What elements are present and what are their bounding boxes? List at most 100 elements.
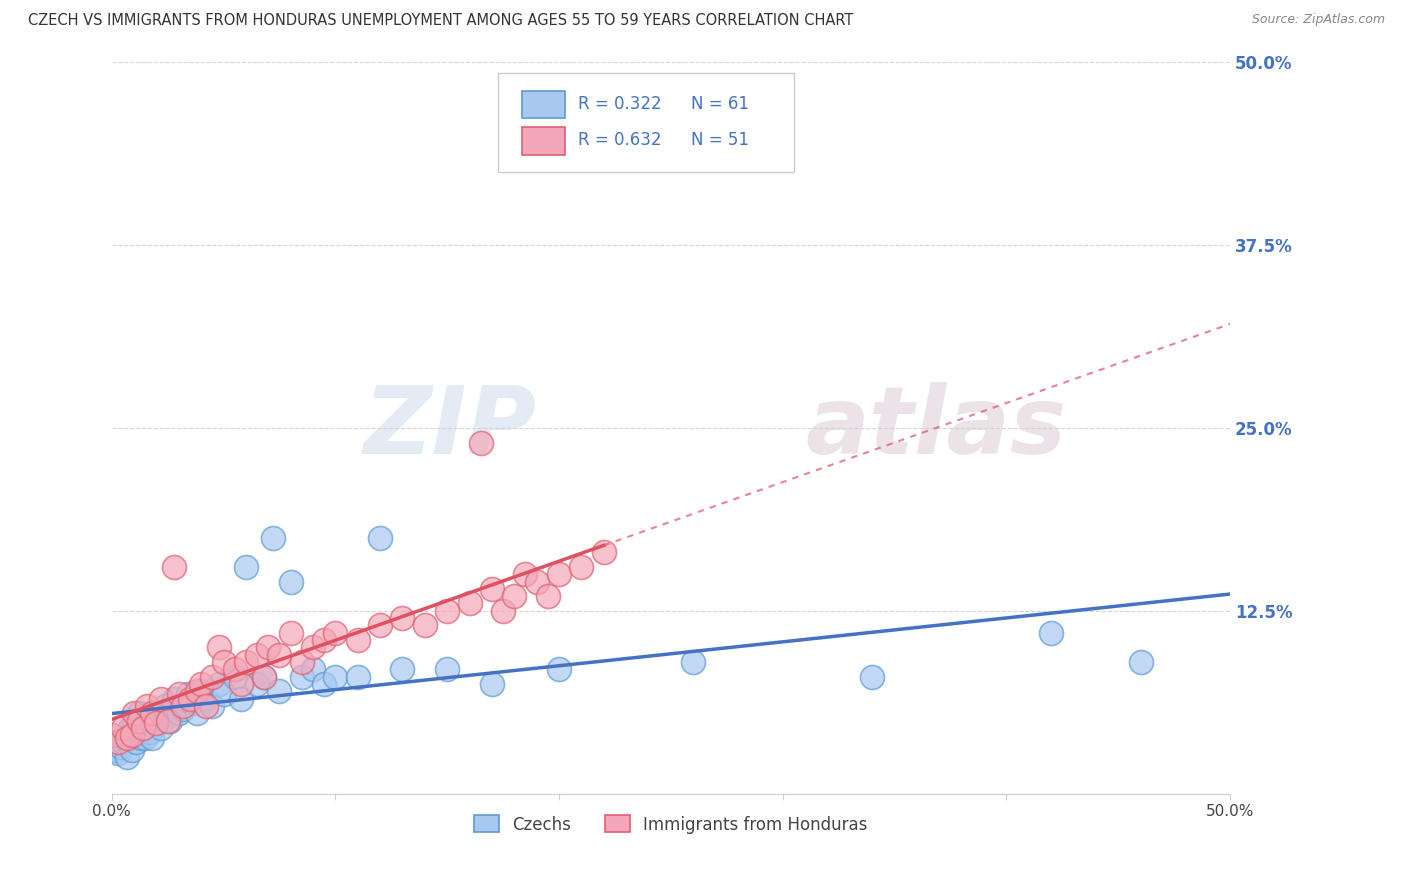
Point bbox=[537, 589, 560, 603]
Point bbox=[208, 677, 231, 691]
Point bbox=[391, 611, 413, 625]
Point bbox=[458, 597, 481, 611]
Point bbox=[141, 706, 163, 721]
Point bbox=[159, 714, 181, 728]
Point bbox=[194, 698, 217, 713]
Point bbox=[122, 714, 145, 728]
Point bbox=[100, 728, 122, 742]
Point bbox=[246, 648, 269, 662]
Point bbox=[128, 706, 150, 721]
Point bbox=[136, 721, 159, 735]
Point bbox=[253, 670, 276, 684]
Point bbox=[118, 721, 141, 735]
Point bbox=[105, 743, 128, 757]
Point bbox=[526, 574, 548, 589]
Point bbox=[235, 655, 257, 669]
Text: N = 61: N = 61 bbox=[690, 95, 749, 112]
Point bbox=[186, 706, 208, 721]
Point bbox=[269, 648, 291, 662]
Point bbox=[481, 677, 503, 691]
Point bbox=[145, 716, 167, 731]
Point bbox=[177, 687, 200, 701]
Point bbox=[141, 731, 163, 745]
Point bbox=[291, 655, 314, 669]
Point bbox=[208, 640, 231, 655]
Point bbox=[111, 721, 134, 735]
Point bbox=[125, 735, 148, 749]
Point bbox=[291, 670, 314, 684]
Text: R = 0.322: R = 0.322 bbox=[578, 95, 662, 112]
Point bbox=[172, 702, 194, 716]
Point bbox=[201, 698, 224, 713]
Point bbox=[167, 687, 190, 701]
Point bbox=[391, 662, 413, 676]
Point bbox=[253, 670, 276, 684]
Point bbox=[132, 721, 155, 735]
Point bbox=[503, 589, 526, 603]
Point bbox=[111, 735, 134, 749]
Point bbox=[179, 691, 201, 706]
Point bbox=[100, 743, 122, 757]
Point bbox=[128, 714, 150, 728]
Point bbox=[107, 746, 129, 760]
Point bbox=[121, 728, 143, 742]
Point bbox=[163, 691, 186, 706]
Text: CZECH VS IMMIGRANTS FROM HONDURAS UNEMPLOYMENT AMONG AGES 55 TO 59 YEARS CORRELA: CZECH VS IMMIGRANTS FROM HONDURAS UNEMPL… bbox=[28, 13, 853, 29]
FancyBboxPatch shape bbox=[522, 128, 565, 155]
Point bbox=[138, 725, 160, 739]
Point bbox=[128, 725, 150, 739]
FancyBboxPatch shape bbox=[522, 91, 565, 119]
Point bbox=[149, 691, 172, 706]
Point bbox=[302, 662, 325, 676]
Point bbox=[269, 684, 291, 698]
Point bbox=[368, 618, 391, 632]
Text: N = 51: N = 51 bbox=[690, 131, 749, 150]
Text: atlas: atlas bbox=[806, 382, 1066, 474]
Point bbox=[314, 633, 336, 648]
Point bbox=[107, 735, 129, 749]
Point bbox=[117, 750, 139, 764]
Point bbox=[325, 670, 347, 684]
Point bbox=[149, 721, 172, 735]
Point bbox=[224, 662, 246, 676]
Text: Source: ZipAtlas.com: Source: ZipAtlas.com bbox=[1251, 13, 1385, 27]
Point bbox=[117, 731, 139, 745]
Point bbox=[481, 582, 503, 596]
Point bbox=[1040, 625, 1063, 640]
FancyBboxPatch shape bbox=[498, 73, 794, 172]
Point bbox=[143, 710, 166, 724]
Point bbox=[302, 640, 325, 655]
Point bbox=[155, 698, 177, 713]
Text: ZIP: ZIP bbox=[364, 382, 537, 474]
Point bbox=[515, 567, 537, 582]
Point bbox=[235, 560, 257, 574]
Point bbox=[145, 716, 167, 731]
Point bbox=[436, 662, 458, 676]
Point bbox=[110, 739, 132, 754]
Text: R = 0.632: R = 0.632 bbox=[578, 131, 661, 150]
Point bbox=[114, 731, 136, 745]
Point bbox=[212, 687, 235, 701]
Point bbox=[325, 625, 347, 640]
Point bbox=[280, 574, 302, 589]
Point bbox=[186, 684, 208, 698]
Point bbox=[860, 670, 883, 684]
Point bbox=[160, 698, 183, 713]
Point bbox=[212, 655, 235, 669]
Point bbox=[129, 731, 152, 745]
Point bbox=[148, 706, 170, 721]
Point bbox=[190, 684, 212, 698]
Point bbox=[121, 743, 143, 757]
Point bbox=[548, 567, 571, 582]
Point bbox=[224, 670, 246, 684]
Point bbox=[413, 618, 436, 632]
Point bbox=[134, 731, 156, 745]
Point bbox=[262, 531, 284, 545]
Point bbox=[231, 691, 253, 706]
Point bbox=[548, 662, 571, 676]
Point bbox=[181, 696, 204, 710]
Point bbox=[492, 604, 515, 618]
Legend: Czechs, Immigrants from Honduras: Czechs, Immigrants from Honduras bbox=[468, 809, 875, 840]
Point bbox=[569, 560, 592, 574]
Point bbox=[156, 706, 179, 721]
